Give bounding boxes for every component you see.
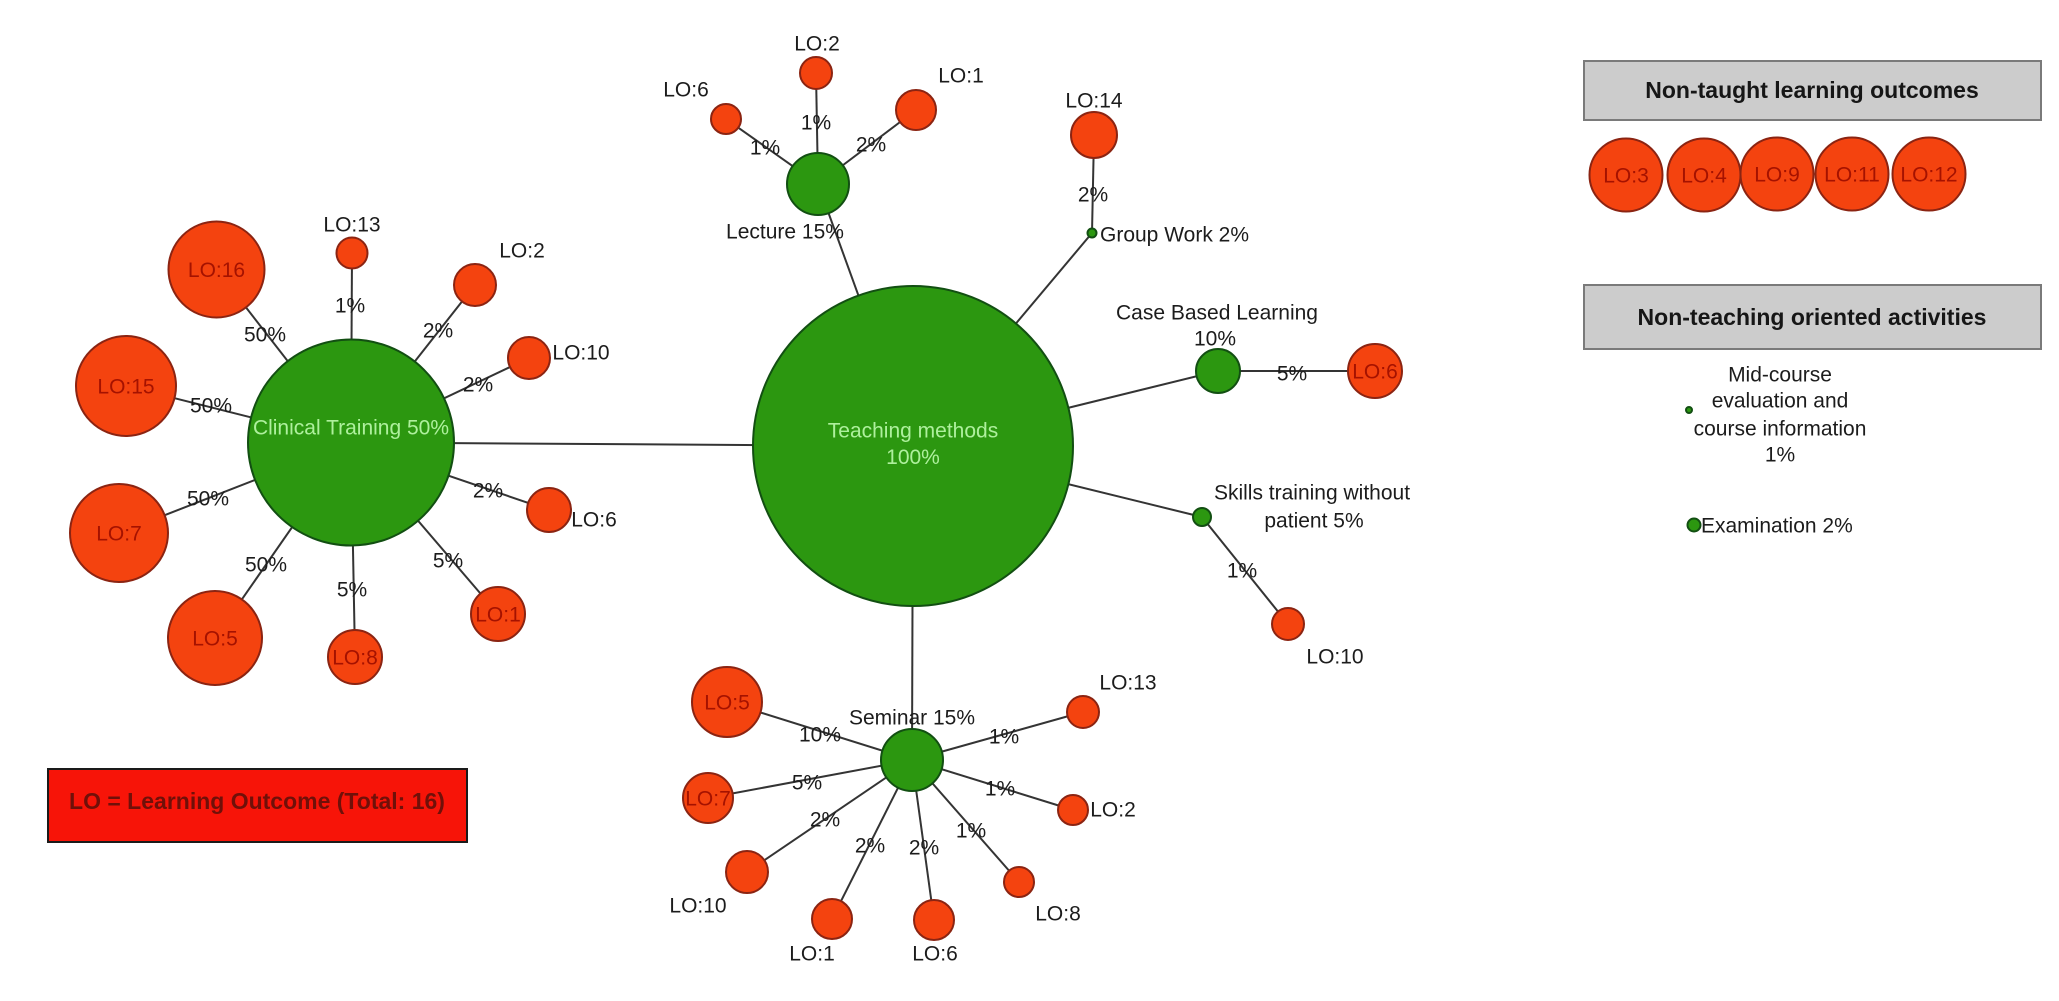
svg-text:LO:6: LO:6 xyxy=(571,509,617,532)
svg-text:Lecture 15%: Lecture 15% xyxy=(726,221,844,244)
svg-text:LO = Learning Outcome (Total:: LO = Learning Outcome (Total: 16) xyxy=(69,788,445,814)
svg-text:patient 5%: patient 5% xyxy=(1264,510,1363,533)
svg-text:5%: 5% xyxy=(337,579,367,602)
svg-text:5%: 5% xyxy=(792,772,822,795)
svg-text:100%: 100% xyxy=(886,446,940,469)
svg-text:LO:8: LO:8 xyxy=(1035,903,1081,926)
svg-text:2%: 2% xyxy=(473,480,503,503)
svg-text:1%: 1% xyxy=(335,295,365,318)
svg-text:LO:16: LO:16 xyxy=(188,259,245,282)
svg-text:evaluation and: evaluation and xyxy=(1712,390,1849,413)
svg-text:Skills training without: Skills training without xyxy=(1214,482,1410,505)
svg-text:LO:1: LO:1 xyxy=(475,604,521,627)
svg-text:5%: 5% xyxy=(1277,363,1307,386)
svg-text:Mid-course: Mid-course xyxy=(1728,364,1832,387)
svg-text:1%: 1% xyxy=(956,820,986,843)
svg-text:LO:6: LO:6 xyxy=(1352,361,1398,384)
svg-text:10%: 10% xyxy=(1194,328,1236,351)
svg-text:LO:2: LO:2 xyxy=(1090,799,1136,822)
svg-text:2%: 2% xyxy=(463,374,493,397)
svg-text:LO:8: LO:8 xyxy=(332,647,378,670)
svg-text:Group Work 2%: Group Work 2% xyxy=(1100,224,1249,247)
svg-text:LO:14: LO:14 xyxy=(1065,90,1123,113)
svg-text:2%: 2% xyxy=(855,835,885,858)
svg-text:1%: 1% xyxy=(989,726,1019,749)
svg-text:1%: 1% xyxy=(1765,444,1795,467)
svg-text:2%: 2% xyxy=(1078,184,1108,207)
svg-text:LO:7: LO:7 xyxy=(685,788,731,811)
svg-text:LO:3: LO:3 xyxy=(1603,165,1649,188)
svg-text:5%: 5% xyxy=(433,550,463,573)
svg-text:Clinical Training 50%: Clinical Training 50% xyxy=(253,417,449,440)
svg-text:LO:11: LO:11 xyxy=(1824,164,1880,187)
svg-text:1%: 1% xyxy=(750,137,780,160)
svg-text:10%: 10% xyxy=(799,724,841,747)
svg-text:1%: 1% xyxy=(1227,560,1257,583)
svg-text:2%: 2% xyxy=(856,134,886,157)
svg-text:50%: 50% xyxy=(190,395,232,418)
svg-text:LO:2: LO:2 xyxy=(499,240,545,263)
svg-text:1%: 1% xyxy=(985,778,1015,801)
svg-text:50%: 50% xyxy=(245,554,287,577)
svg-text:50%: 50% xyxy=(244,324,286,347)
svg-text:LO:12: LO:12 xyxy=(1900,164,1957,187)
svg-text:2%: 2% xyxy=(423,320,453,343)
svg-text:LO:10: LO:10 xyxy=(552,342,609,365)
svg-text:2%: 2% xyxy=(909,837,939,860)
svg-text:course information: course information xyxy=(1694,418,1867,441)
svg-text:LO:2: LO:2 xyxy=(794,33,840,56)
svg-text:Non-taught learning outcomes: Non-taught learning outcomes xyxy=(1645,77,1979,103)
svg-text:LO:5: LO:5 xyxy=(704,692,750,715)
svg-text:LO:6: LO:6 xyxy=(663,79,709,102)
svg-text:LO:5: LO:5 xyxy=(192,628,238,651)
svg-text:LO:10: LO:10 xyxy=(1306,646,1363,669)
svg-text:LO:9: LO:9 xyxy=(1754,164,1800,187)
svg-text:LO:6: LO:6 xyxy=(912,943,958,966)
svg-text:1%: 1% xyxy=(801,112,831,135)
svg-text:Examination 2%: Examination 2% xyxy=(1701,515,1853,538)
svg-text:50%: 50% xyxy=(187,488,229,511)
svg-text:Case Based Learning: Case Based Learning xyxy=(1116,302,1318,325)
svg-text:Teaching methods: Teaching methods xyxy=(828,420,998,443)
svg-text:Seminar 15%: Seminar 15% xyxy=(849,707,975,730)
svg-text:Non-teaching oriented activiti: Non-teaching oriented activities xyxy=(1638,304,1987,330)
svg-text:LO:4: LO:4 xyxy=(1681,165,1727,188)
svg-text:2%: 2% xyxy=(810,809,840,832)
svg-text:LO:7: LO:7 xyxy=(96,523,142,546)
svg-text:LO:1: LO:1 xyxy=(789,943,835,966)
svg-text:LO:1: LO:1 xyxy=(938,65,984,88)
svg-text:LO:10: LO:10 xyxy=(669,895,726,918)
svg-text:LO:15: LO:15 xyxy=(97,376,154,399)
svg-text:LO:13: LO:13 xyxy=(1099,672,1156,695)
svg-text:LO:13: LO:13 xyxy=(323,214,380,237)
